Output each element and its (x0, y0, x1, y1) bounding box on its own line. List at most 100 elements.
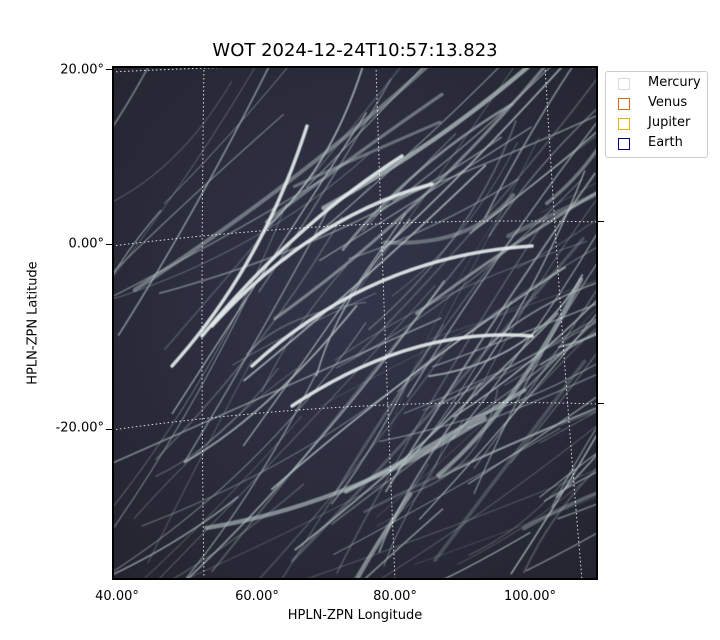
y-tick-mark-right (598, 221, 604, 222)
bright-streak (210, 182, 434, 328)
streak (452, 298, 598, 418)
streak (392, 114, 598, 201)
streak (432, 302, 598, 368)
streak (183, 369, 319, 580)
y-tick-label: 20.00° (60, 62, 104, 78)
streak (503, 325, 598, 426)
streak (362, 133, 456, 232)
streak (440, 531, 531, 580)
streak (488, 106, 598, 238)
streak (539, 451, 598, 498)
y-tick-mark-right (598, 403, 604, 404)
streak (163, 66, 290, 204)
streak (211, 253, 469, 573)
streak (523, 465, 598, 574)
legend-swatch (618, 78, 630, 90)
legend-label: Venus (648, 95, 688, 110)
streak (373, 66, 553, 218)
x-tick-label: 100.00° (504, 589, 556, 604)
streak (509, 350, 598, 464)
streak (356, 75, 598, 357)
x-tick-label: 40.00° (95, 589, 139, 604)
streak (335, 178, 583, 369)
streak (301, 468, 598, 580)
streak (290, 236, 585, 563)
streak (157, 284, 436, 580)
streak (354, 492, 413, 580)
bright-streak (290, 333, 534, 408)
streak (117, 66, 271, 336)
x-tick-label: 80.00° (373, 589, 417, 604)
streak (169, 483, 305, 580)
bright-streak (200, 154, 404, 338)
streak (438, 406, 598, 479)
comet-streaks (112, 66, 598, 580)
streak (385, 172, 596, 493)
streak (281, 324, 444, 579)
legend-swatch (618, 138, 630, 150)
streak (523, 317, 598, 391)
streak (362, 508, 444, 580)
streak (112, 298, 248, 531)
streak (112, 210, 162, 278)
bright-streak (250, 244, 534, 368)
streak (133, 368, 297, 519)
streak (516, 217, 598, 269)
streak (387, 192, 514, 437)
streak (334, 240, 588, 361)
streak (147, 359, 253, 564)
streak (451, 230, 598, 440)
streak (510, 431, 598, 575)
streak (540, 181, 598, 213)
y-tick-label: 0.00° (68, 236, 104, 252)
streak (112, 80, 233, 203)
legend-item-mercury: Mercury (606, 74, 707, 94)
streak (142, 415, 302, 580)
streak (414, 137, 540, 376)
streak (457, 482, 582, 565)
axes-frame (112, 66, 598, 580)
streak (112, 113, 284, 275)
streak (352, 463, 429, 580)
streak (204, 416, 487, 531)
legend-label: Earth (648, 135, 683, 150)
legend-item-jupiter: Jupiter (606, 114, 707, 134)
streak (163, 66, 403, 351)
streak (242, 212, 407, 447)
streak (112, 153, 370, 300)
legend-swatch (618, 98, 630, 110)
streak (245, 301, 367, 355)
streak (466, 373, 598, 429)
grid-lon-100 (544, 66, 583, 580)
streak (348, 178, 519, 260)
streak (305, 66, 425, 188)
streak (467, 395, 598, 485)
y-tick-mark (106, 244, 112, 245)
legend-label: Mercury (648, 75, 701, 90)
legend: Mercury Venus Jupiter Earth (605, 71, 708, 158)
legend-item-venus: Venus (606, 94, 707, 114)
streak (112, 66, 257, 279)
y-tick-label: -20.00° (55, 420, 104, 436)
streak (539, 410, 598, 444)
y-tick-mark (106, 69, 112, 70)
streak (473, 260, 598, 495)
streak (540, 331, 598, 366)
streak (484, 66, 574, 218)
streak (429, 279, 598, 340)
streak (141, 340, 453, 527)
streak (376, 306, 598, 518)
y-axis-label: HPLN-ZPN Latitude (25, 261, 41, 385)
streak (112, 317, 442, 465)
streak (525, 531, 598, 572)
y-tick-mark (106, 429, 112, 430)
streak (292, 120, 442, 188)
streak (415, 190, 598, 316)
streak (319, 126, 532, 262)
streak (112, 178, 324, 298)
streak (417, 301, 512, 452)
streak (341, 102, 514, 252)
streak (545, 145, 598, 206)
x-tick-label: 60.00° (235, 589, 279, 604)
streak (391, 141, 519, 297)
